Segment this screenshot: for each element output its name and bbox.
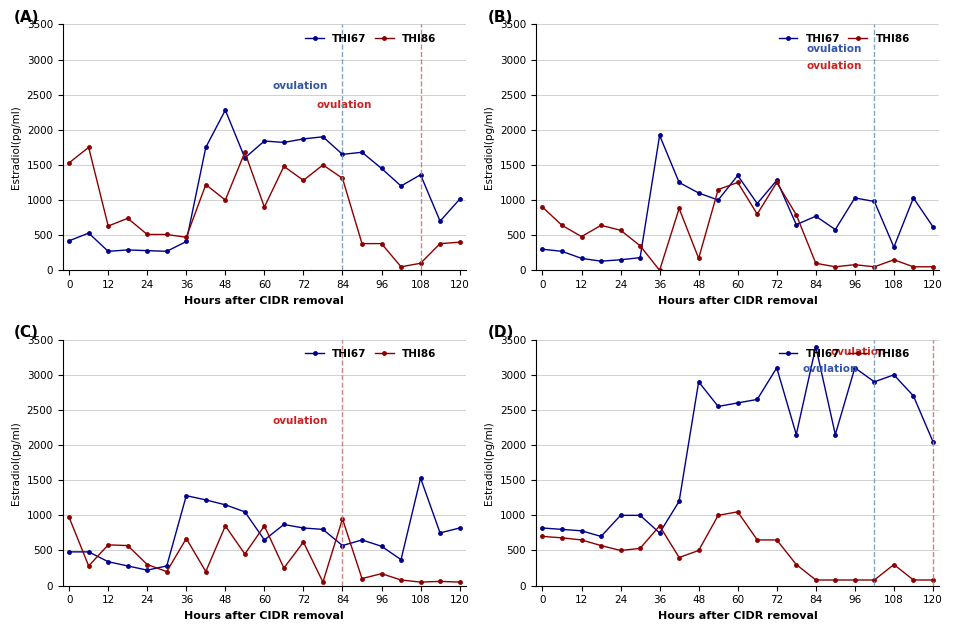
Legend: THI67, THI86: THI67, THI86 — [775, 345, 914, 363]
Text: (B): (B) — [488, 9, 513, 25]
X-axis label: Hours after CIDR removal: Hours after CIDR removal — [184, 611, 344, 621]
Text: ovulation: ovulation — [272, 81, 328, 91]
Text: ovulation: ovulation — [272, 416, 328, 426]
Y-axis label: Estradiol(pg/ml): Estradiol(pg/ml) — [11, 421, 21, 504]
Text: (A): (A) — [14, 9, 40, 25]
Text: ovulation: ovulation — [806, 61, 861, 71]
Text: ovulation: ovulation — [831, 347, 886, 357]
Y-axis label: Estradiol(pg/ml): Estradiol(pg/ml) — [484, 106, 495, 189]
Y-axis label: Estradiol(pg/ml): Estradiol(pg/ml) — [484, 421, 495, 504]
Text: ovulation: ovulation — [317, 100, 372, 111]
X-axis label: Hours after CIDR removal: Hours after CIDR removal — [184, 296, 344, 306]
Text: ovulation: ovulation — [806, 44, 861, 54]
Text: (D): (D) — [488, 325, 514, 340]
Legend: THI67, THI86: THI67, THI86 — [775, 30, 914, 48]
Y-axis label: Estradiol(pg/ml): Estradiol(pg/ml) — [11, 106, 21, 189]
X-axis label: Hours after CIDR removal: Hours after CIDR removal — [658, 296, 817, 306]
Text: ovulation: ovulation — [802, 364, 858, 374]
Text: (C): (C) — [14, 325, 39, 340]
Legend: THI67, THI86: THI67, THI86 — [301, 345, 440, 363]
X-axis label: Hours after CIDR removal: Hours after CIDR removal — [658, 611, 817, 621]
Legend: THI67, THI86: THI67, THI86 — [301, 30, 440, 48]
